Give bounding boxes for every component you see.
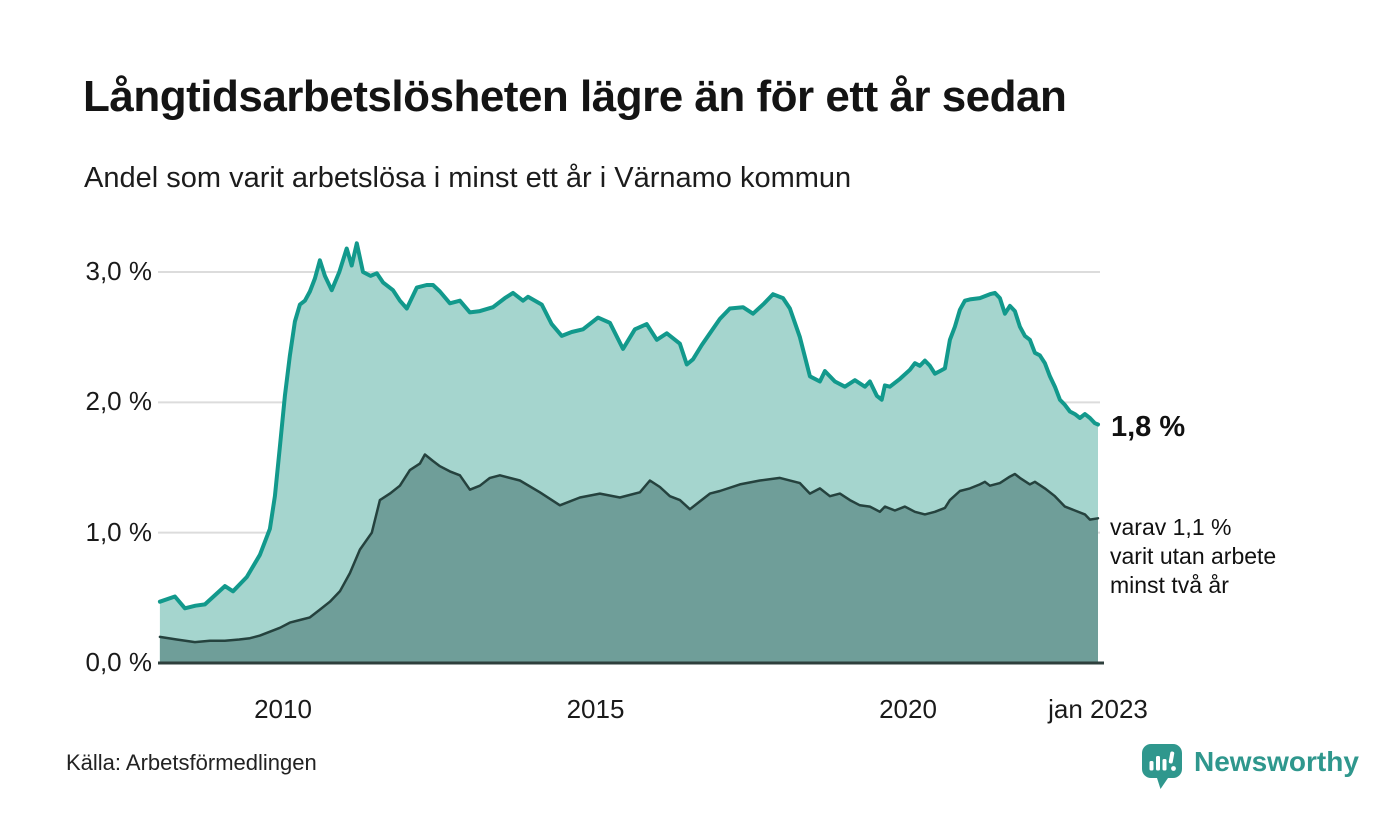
chart-subtitle: Andel som varit arbetslösa i minst ett å… (84, 162, 852, 194)
secondary-annotation-line: varit utan arbete (1110, 543, 1277, 569)
newsworthy-wordmark: Newsworthy (1194, 746, 1359, 777)
latest-value-label: 1,8 % (1111, 411, 1186, 443)
x-tick-label: jan 2023 (1048, 694, 1148, 724)
newsworthy-logo: Newsworthy (1140, 742, 1359, 792)
y-tick-label: 2,0 % (85, 386, 153, 417)
source-label: Källa: Arbetsförmedlingen (66, 750, 317, 775)
y-tick-label: 3,0 % (85, 256, 153, 286)
x-tick-label: 2015 (566, 694, 625, 724)
secondary-annotation-line: minst två år (1110, 572, 1229, 598)
series-line-minst-tva-ar (158, 453, 1100, 644)
chart-title: Långtidsarbetslösheten lägre än för ett … (83, 72, 1067, 121)
secondary-annotation: varav 1,1 % varit utan arbete minst två … (1110, 513, 1276, 600)
x-tick-label: 2020 (879, 694, 937, 724)
secondary-annotation-line: varav 1,1 % (1110, 514, 1232, 540)
x-tick-label: 2010 (254, 694, 312, 724)
series-line-minst-ett-ar (157, 241, 1100, 611)
y-tick-label: 1,0 % (85, 516, 153, 547)
y-tick-label: 0,0 % (85, 647, 153, 677)
newsworthy-bubble-chart-icon (1142, 744, 1182, 789)
